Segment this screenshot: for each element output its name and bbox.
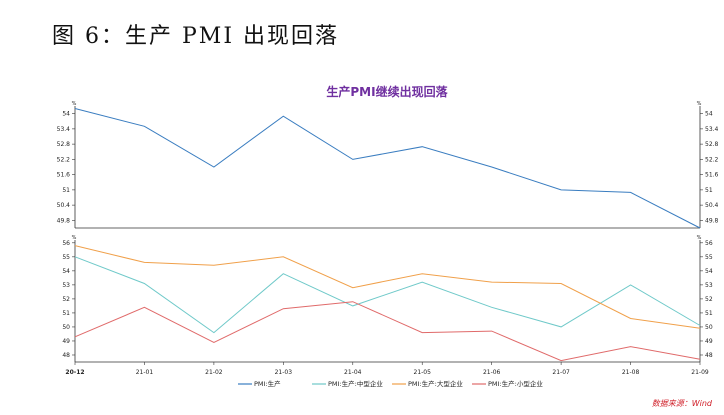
x-tick-label: 21-04 [344,369,362,376]
lower-panel-left-tick-label: 52 [62,296,70,303]
lower-panel-left-tick-label: 54 [62,268,70,275]
chart-title: 生产PMI继续出现回落 [326,84,448,99]
x-tick-label: 21-09 [691,369,709,376]
lower-panel-right-unit: % [697,235,702,241]
figure-caption: 图 6：生产 PMI 出现回落 [52,24,339,49]
legend-label: PMI:生产 [254,379,281,388]
upper-panel-right-tick-label: 51 [705,187,713,194]
lower-panel-left-tick-label: 53 [62,282,70,289]
upper-panel-left-tick-label: 49.8 [57,217,71,224]
lower-panel-right-tick-label: 55 [705,254,713,261]
upper-panel-right-tick-label: 51.6 [705,172,719,179]
lower-panel-left-tick-label: 48 [62,352,70,359]
upper-panel-left-unit: % [72,101,77,107]
x-tick-label: 21-05 [414,369,432,376]
legend-label: PMI:生产:中型企业 [328,379,383,388]
upper-panel-right-tick-label: 54 [705,111,713,118]
x-tick-label: 21-03 [275,369,293,376]
lower-panel-series-line-1 [74,245,701,329]
x-tick-label: 21-08 [622,369,640,376]
lower-panel-left-tick-label: 49 [62,338,70,345]
lower-panel-right-tick-label: 50 [705,324,713,331]
upper-panel-series-line-0 [74,108,701,229]
lower-panel-right-tick-label: 51 [705,310,713,317]
upper-panel-left-tick-label: 54 [62,111,70,118]
lower-panel-right-tick-label: 49 [705,338,713,345]
upper-panel-left-tick-label: 51.6 [57,172,71,179]
lower-panel-right-tick-label: 48 [705,352,713,359]
source-note: 数据来源：Wind [651,399,712,408]
lower-panel-left-unit: % [72,235,77,241]
lower-panel-right-tick-label: 53 [705,282,713,289]
x-tick-label: 20-12 [65,369,84,376]
x-tick-label: 21-02 [205,369,223,376]
upper-panel-left-tick-label: 52.8 [57,141,71,148]
upper-panel-right-tick-label: 49.8 [705,217,719,224]
upper-panel-left-tick-label: 50.4 [57,202,71,209]
upper-panel-left-tick-label: 51 [62,187,70,194]
lower-panel-left-tick-label: 55 [62,254,70,261]
x-tick-label: 21-06 [483,369,501,376]
upper-panel-right-tick-label: 53.4 [705,126,719,133]
x-tick-label: 21-07 [552,369,570,376]
lower-panel-left-tick-label: 56 [62,240,70,247]
lower-panel-left-tick-label: 50 [62,324,70,331]
lower-panel-right-tick-label: 52 [705,296,713,303]
upper-panel-right-tick-label: 52.8 [705,141,719,148]
lower-panel-right-tick-label: 56 [705,240,713,247]
lower-panel-left-tick-label: 51 [62,310,70,317]
legend-label: PMI:生产:大型企业 [408,379,463,388]
legend-label: PMI:生产:小型企业 [488,379,543,388]
upper-panel-right-tick-label: 50.4 [705,202,719,209]
lower-panel-series-line-0 [74,256,701,334]
upper-panel-right-unit: % [697,101,702,107]
x-tick-label: 21-01 [136,369,154,376]
lower-panel-series-line-2 [74,301,701,362]
upper-panel-right-tick-label: 52.2 [705,156,719,163]
upper-panel-left-tick-label: 53.4 [57,126,71,133]
lower-panel-right-tick-label: 54 [705,268,713,275]
upper-panel-left-tick-label: 52.2 [57,156,71,163]
